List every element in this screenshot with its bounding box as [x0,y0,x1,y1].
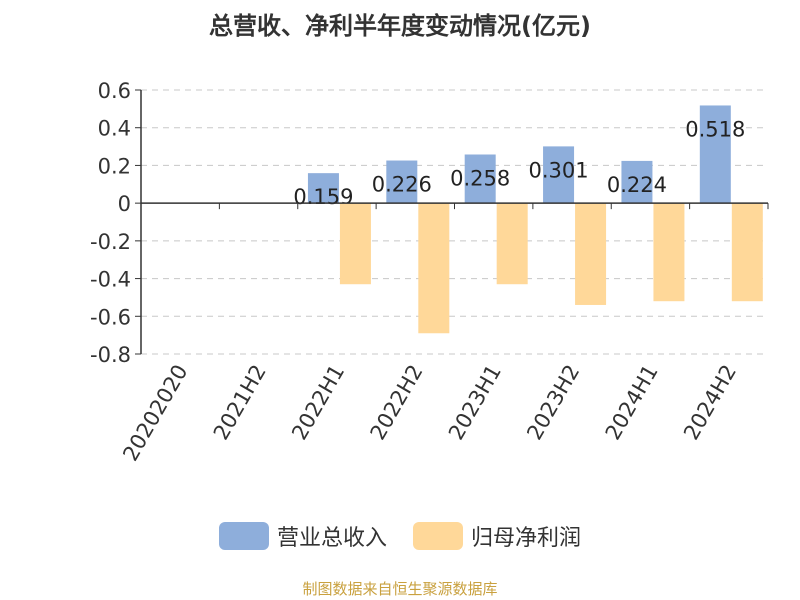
revenue-bar [386,160,418,204]
revenue-data-label: 0.301 [529,158,589,182]
net-profit-bar [418,203,450,334]
legend-label-net-profit: 归母净利润 [471,526,582,551]
revenue-data-label: 0.518 [685,117,745,141]
y-tick-label: -0.4 [90,268,131,292]
x-tick-label: 2022H1 [287,361,349,445]
x-tick-label: 2021H2 [209,361,271,445]
legend-swatch-revenue [218,522,269,550]
x-tick-label: 2024H1 [601,361,663,445]
net-profit-bar [339,203,371,285]
revenue-bar [307,173,339,204]
chart-title: 总营收、净利半年度变动情况(亿元) [209,12,591,40]
net-profit-bar [496,203,528,285]
revenue-bar [543,146,575,204]
net-profit-bar [731,203,763,302]
revenue-data-label: 0.258 [450,166,510,190]
revenue-bar [621,160,653,204]
data-source-note: 制图数据来自恒生聚源数据库 [302,580,498,598]
revenue-data-label: 0.224 [607,173,667,197]
chart-legend[interactable]: 营业总收入 归母净利润 [0,520,800,552]
net-profit-bar [575,203,607,305]
y-tick-label: -0.8 [90,343,131,367]
y-tick-label: 0.4 [98,117,131,141]
x-tick-label: 2022H2 [366,361,428,445]
net-profit-bar [653,203,685,302]
y-tick-label: -0.6 [90,305,131,329]
y-tick-label: 0 [118,192,131,216]
x-tick-label: 2023H2 [522,361,584,445]
y-tick-label: 0.6 [98,79,131,103]
revenue-bar [699,105,731,204]
revenue-bar [464,154,496,204]
legend-item-net-profit[interactable]: 归母净利润 [413,520,581,552]
legend-swatch-net-profit [413,522,463,550]
x-tick-label: 2024H2 [679,361,741,445]
y-tick-label: 0.2 [98,154,131,178]
legend-label-revenue: 营业总收入 [276,526,387,551]
x-tick-label: 20202020 [118,361,192,466]
x-tick-label: 2023H1 [444,361,506,445]
y-tick-label: -0.2 [90,230,131,254]
revenue-data-label: 0.226 [372,173,432,197]
legend-item-revenue[interactable]: 营业总收入 [218,520,387,552]
